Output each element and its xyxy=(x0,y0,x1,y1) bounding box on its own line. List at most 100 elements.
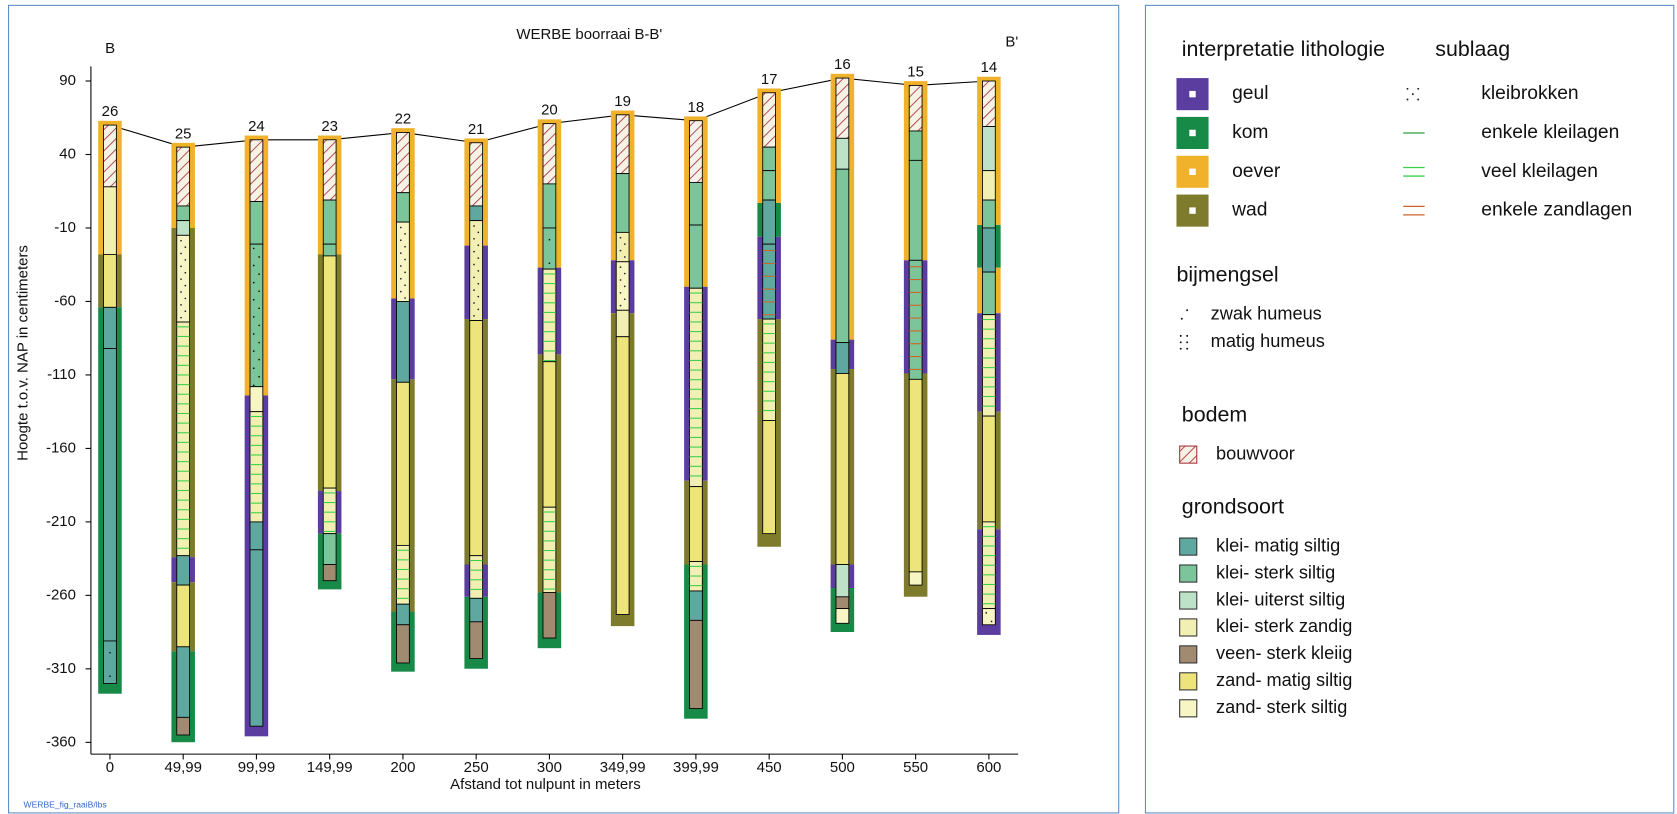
lithology-layer xyxy=(250,202,263,245)
bijmengsel-dot xyxy=(253,316,255,318)
bijmengsel-dot xyxy=(258,376,260,378)
legend-symbol xyxy=(1417,88,1419,90)
sublaag-dot xyxy=(477,283,479,285)
x-tick-label: 550 xyxy=(903,759,928,776)
legend-symbol xyxy=(1180,341,1182,343)
bijmengsel-dot xyxy=(258,256,260,258)
legend-title: grondsoort xyxy=(1182,495,1284,519)
lithology-layer xyxy=(543,269,556,362)
legend-label: wad xyxy=(1231,200,1267,221)
page: WERBE boorraai B-B' B B' Afstand tot nul… xyxy=(0,0,1677,814)
legend-label: klei- uiterst siltig xyxy=(1216,589,1345,609)
borehole-label: 19 xyxy=(614,93,631,110)
lithology-layer xyxy=(323,534,336,565)
lithology-layer xyxy=(323,244,336,256)
lithology-layer xyxy=(616,174,629,233)
x-tick-label: 200 xyxy=(390,759,415,776)
sublaag-dot xyxy=(477,270,479,272)
bijmengsel-dot xyxy=(109,652,111,654)
bijmengsel-dot xyxy=(253,333,255,335)
borehole-label: 25 xyxy=(175,125,192,142)
legend-symbol xyxy=(1186,348,1188,350)
footnote: WERBE_fig_raaiB/lbs xyxy=(24,800,107,810)
bijmengsel-dot xyxy=(253,367,255,369)
legend-label: kleibrokken xyxy=(1481,83,1578,104)
bijmengsel-dot xyxy=(253,248,255,250)
sublaag-dot xyxy=(473,302,475,304)
lithology-layer xyxy=(177,206,190,221)
lithology-layer xyxy=(177,221,190,236)
legend-swatch xyxy=(1180,700,1197,717)
bijmengsel-dot xyxy=(258,273,260,275)
x-tick-label: 500 xyxy=(830,759,855,776)
sublaag-dot xyxy=(477,232,479,234)
lithology-layer xyxy=(836,169,849,342)
sublaag-dot xyxy=(620,279,622,281)
sublaag-dot xyxy=(473,289,475,291)
lithology-layer xyxy=(470,556,483,599)
lithology-layer xyxy=(323,256,336,488)
lithology-layer xyxy=(616,232,629,261)
lithology-layer xyxy=(982,609,995,625)
bijmengsel-dot xyxy=(549,239,551,241)
lithology-layer xyxy=(250,412,263,522)
lithology-layer xyxy=(689,620,702,708)
bijmengsel-dot xyxy=(258,359,260,361)
lithology-layer xyxy=(836,78,849,138)
lithology-layer xyxy=(177,717,190,735)
lithology-layer xyxy=(763,319,776,420)
lithology-layer xyxy=(909,379,922,572)
lithology-layer xyxy=(616,115,629,174)
lithology-layer xyxy=(104,187,117,255)
bijmengsel-dot xyxy=(258,342,260,344)
end-label: B' xyxy=(1005,34,1018,51)
y-tick-label: -260 xyxy=(46,586,76,603)
lithology-layer xyxy=(982,416,995,522)
lithology-layer xyxy=(397,545,410,604)
legend-label: enkele zandlagen xyxy=(1481,200,1632,221)
y-tick-label: -160 xyxy=(46,439,76,456)
lithology-layer xyxy=(909,160,922,260)
lithology-layer xyxy=(470,221,483,321)
legend-label: oever xyxy=(1232,161,1281,182)
y-tick-label: 90 xyxy=(59,72,76,89)
legend-swatch xyxy=(1180,446,1197,463)
sublaag-dot xyxy=(404,284,406,286)
sublaag-dot xyxy=(180,253,182,255)
y-tick-label: -10 xyxy=(54,219,76,236)
legend-swatch xyxy=(1180,646,1197,663)
legend-label: zand- matig siltig xyxy=(1216,670,1352,690)
legend-symbol xyxy=(1417,99,1419,101)
lithology-layer xyxy=(836,343,849,374)
lithology-layer xyxy=(982,200,995,228)
sublaag-dot xyxy=(180,265,182,267)
legend-swatch-mark xyxy=(1189,91,1195,97)
sublaag-dot xyxy=(624,286,626,288)
sublaag-dot xyxy=(477,244,479,246)
sublaag-dot xyxy=(184,298,186,300)
sublaag-dot xyxy=(400,239,402,241)
lithology-layer xyxy=(543,124,556,184)
lithology-layer xyxy=(397,132,410,192)
bijmengsel-dot xyxy=(253,282,255,284)
lithology-layer xyxy=(763,147,776,171)
lithology-layer xyxy=(836,373,849,564)
lithology-layer xyxy=(470,321,483,556)
legend-label: geul xyxy=(1232,83,1268,104)
sublaag-dot xyxy=(184,259,186,261)
start-label: B xyxy=(105,40,115,57)
sublaag-dot xyxy=(180,317,182,319)
lithology-layer xyxy=(689,225,702,288)
lithology-layer xyxy=(250,140,263,202)
lithology-layer xyxy=(470,622,483,659)
legend-label: veel kleilagen xyxy=(1481,161,1598,182)
lithology-layer xyxy=(470,206,483,221)
bijmengsel-dot xyxy=(258,290,260,292)
y-tick-label: -310 xyxy=(46,660,76,677)
legend-title: sublaag xyxy=(1435,37,1510,61)
lithology-layer xyxy=(982,315,995,416)
lithology-layer xyxy=(689,121,702,183)
sublaag-dot xyxy=(180,278,182,280)
legend-label: bouwvoor xyxy=(1216,443,1295,463)
lithology-layer xyxy=(982,171,995,200)
